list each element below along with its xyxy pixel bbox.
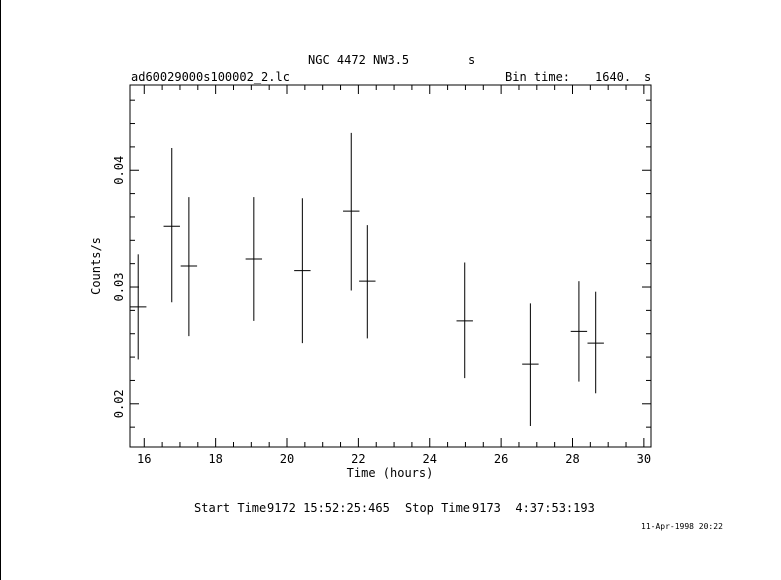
- data-point: [522, 303, 539, 426]
- bin-time-label: Bin time:: [505, 70, 571, 84]
- stop-time-label: Stop Time: [405, 501, 471, 515]
- x-tick-labels: 16 18 20 22 24 26 28 30: [137, 452, 651, 466]
- x-tick-label: 30: [637, 452, 651, 466]
- title-unit: s: [468, 53, 476, 67]
- data-point: [163, 148, 180, 303]
- x-tick-label: 24: [423, 452, 437, 466]
- stop-time-value: 9173 4:37:53:193: [472, 501, 595, 515]
- window-left-edge: [0, 0, 1, 580]
- y-tick-labels: 0.02 0.03 0.04: [112, 156, 126, 418]
- x-tick-label: 26: [494, 452, 508, 466]
- x-tick-label: 28: [565, 452, 579, 466]
- x-tick-label: 20: [280, 452, 294, 466]
- data-point: [180, 197, 198, 337]
- x-tick-label: 22: [351, 452, 365, 466]
- bin-time-unit: s: [644, 70, 652, 84]
- start-time-label: Start Time: [194, 501, 267, 515]
- x-tick-label: 16: [137, 452, 151, 466]
- data-point: [587, 291, 604, 394]
- data-point: [570, 281, 588, 382]
- data-point: [343, 132, 360, 291]
- data-point: [294, 198, 311, 344]
- axis-ticks: [130, 85, 651, 447]
- y-axis-label: Counts/s: [89, 237, 103, 295]
- data-point: [245, 197, 263, 321]
- x-axis-label: Time (hours): [347, 466, 434, 480]
- data-points: [130, 132, 604, 426]
- y-tick-label: 0.03: [112, 273, 126, 302]
- data-point: [130, 254, 147, 360]
- lightcurve-filename: ad60029000s100002_2.lc: [131, 70, 290, 84]
- y-tick-label: 0.02: [112, 389, 126, 418]
- bin-time-value: 1640.: [595, 70, 632, 84]
- chart-title: NGC 4472 NW3.5: [308, 53, 410, 67]
- plot-frame: [129, 84, 652, 448]
- data-point: [456, 262, 473, 379]
- start-time-value: 9172 15:52:25:465: [267, 501, 390, 515]
- date-stamp: 11-Apr-1998 20:22: [641, 522, 723, 531]
- data-point: [359, 225, 376, 339]
- x-tick-label: 18: [208, 452, 222, 466]
- y-tick-label: 0.04: [112, 156, 126, 185]
